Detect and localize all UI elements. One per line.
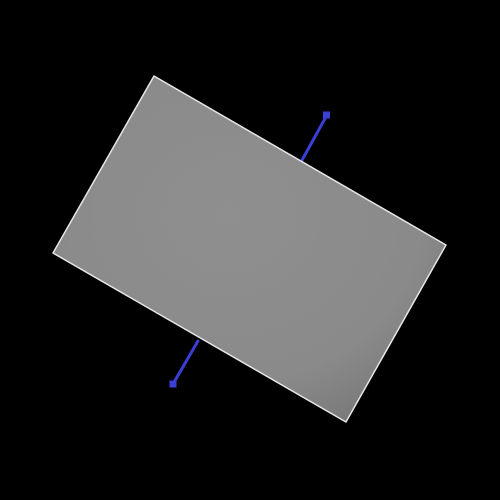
axis-segment-bottom (171, 339, 200, 386)
rotation-axis (169, 111, 330, 388)
axis-handle-top[interactable] (323, 111, 330, 119)
rotated-panel[interactable] (52, 75, 447, 423)
axis-segment-top (299, 113, 329, 164)
axis-handle-bottom[interactable] (169, 380, 177, 388)
